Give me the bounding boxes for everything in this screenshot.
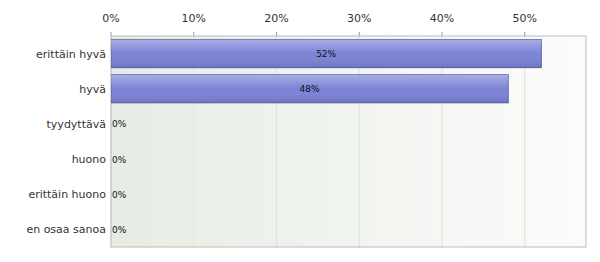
bar — [111, 40, 541, 68]
data-label: 0% — [112, 225, 127, 235]
data-label: 52% — [316, 49, 336, 59]
bar — [111, 75, 508, 103]
tick-label: 10% — [182, 12, 206, 25]
category-label: erittäin hyvä — [36, 48, 106, 61]
data-label: 0% — [112, 155, 127, 165]
category-label: hyvä — [79, 83, 106, 96]
category-label: erittäin huono — [28, 188, 106, 201]
tick-mark — [276, 32, 277, 36]
bars — [111, 40, 541, 103]
tick-mark — [524, 32, 525, 36]
tick-mark — [442, 32, 443, 36]
tick-label: 30% — [347, 12, 371, 25]
data-label: 0% — [112, 190, 127, 200]
tick-label: 20% — [264, 12, 288, 25]
bar-shade — [111, 75, 508, 103]
tick-mark — [111, 32, 112, 36]
tick-mark — [193, 32, 194, 36]
tick-label: 50% — [513, 12, 537, 25]
data-label: 0% — [112, 119, 127, 129]
plot-background — [111, 36, 586, 247]
tick-mark — [359, 32, 360, 36]
category-label: huono — [72, 153, 107, 166]
chart: 0% 10% 20% 30% 40% 50% erittäin hyvä 52% hyvä 48%… — [0, 0, 600, 262]
data-label: 48% — [300, 84, 320, 94]
plot-frame — [111, 36, 586, 247]
category-label: en osaa sanoa — [26, 223, 106, 236]
category-label: tyydyttävä — [47, 118, 106, 131]
labels: erittäin hyvä 52% hyvä 48% tyydyttävä 0% huono… — [26, 48, 336, 237]
tick-label: 0% — [102, 12, 119, 25]
bar-shade — [111, 40, 541, 68]
tick-label: 40% — [430, 12, 454, 25]
